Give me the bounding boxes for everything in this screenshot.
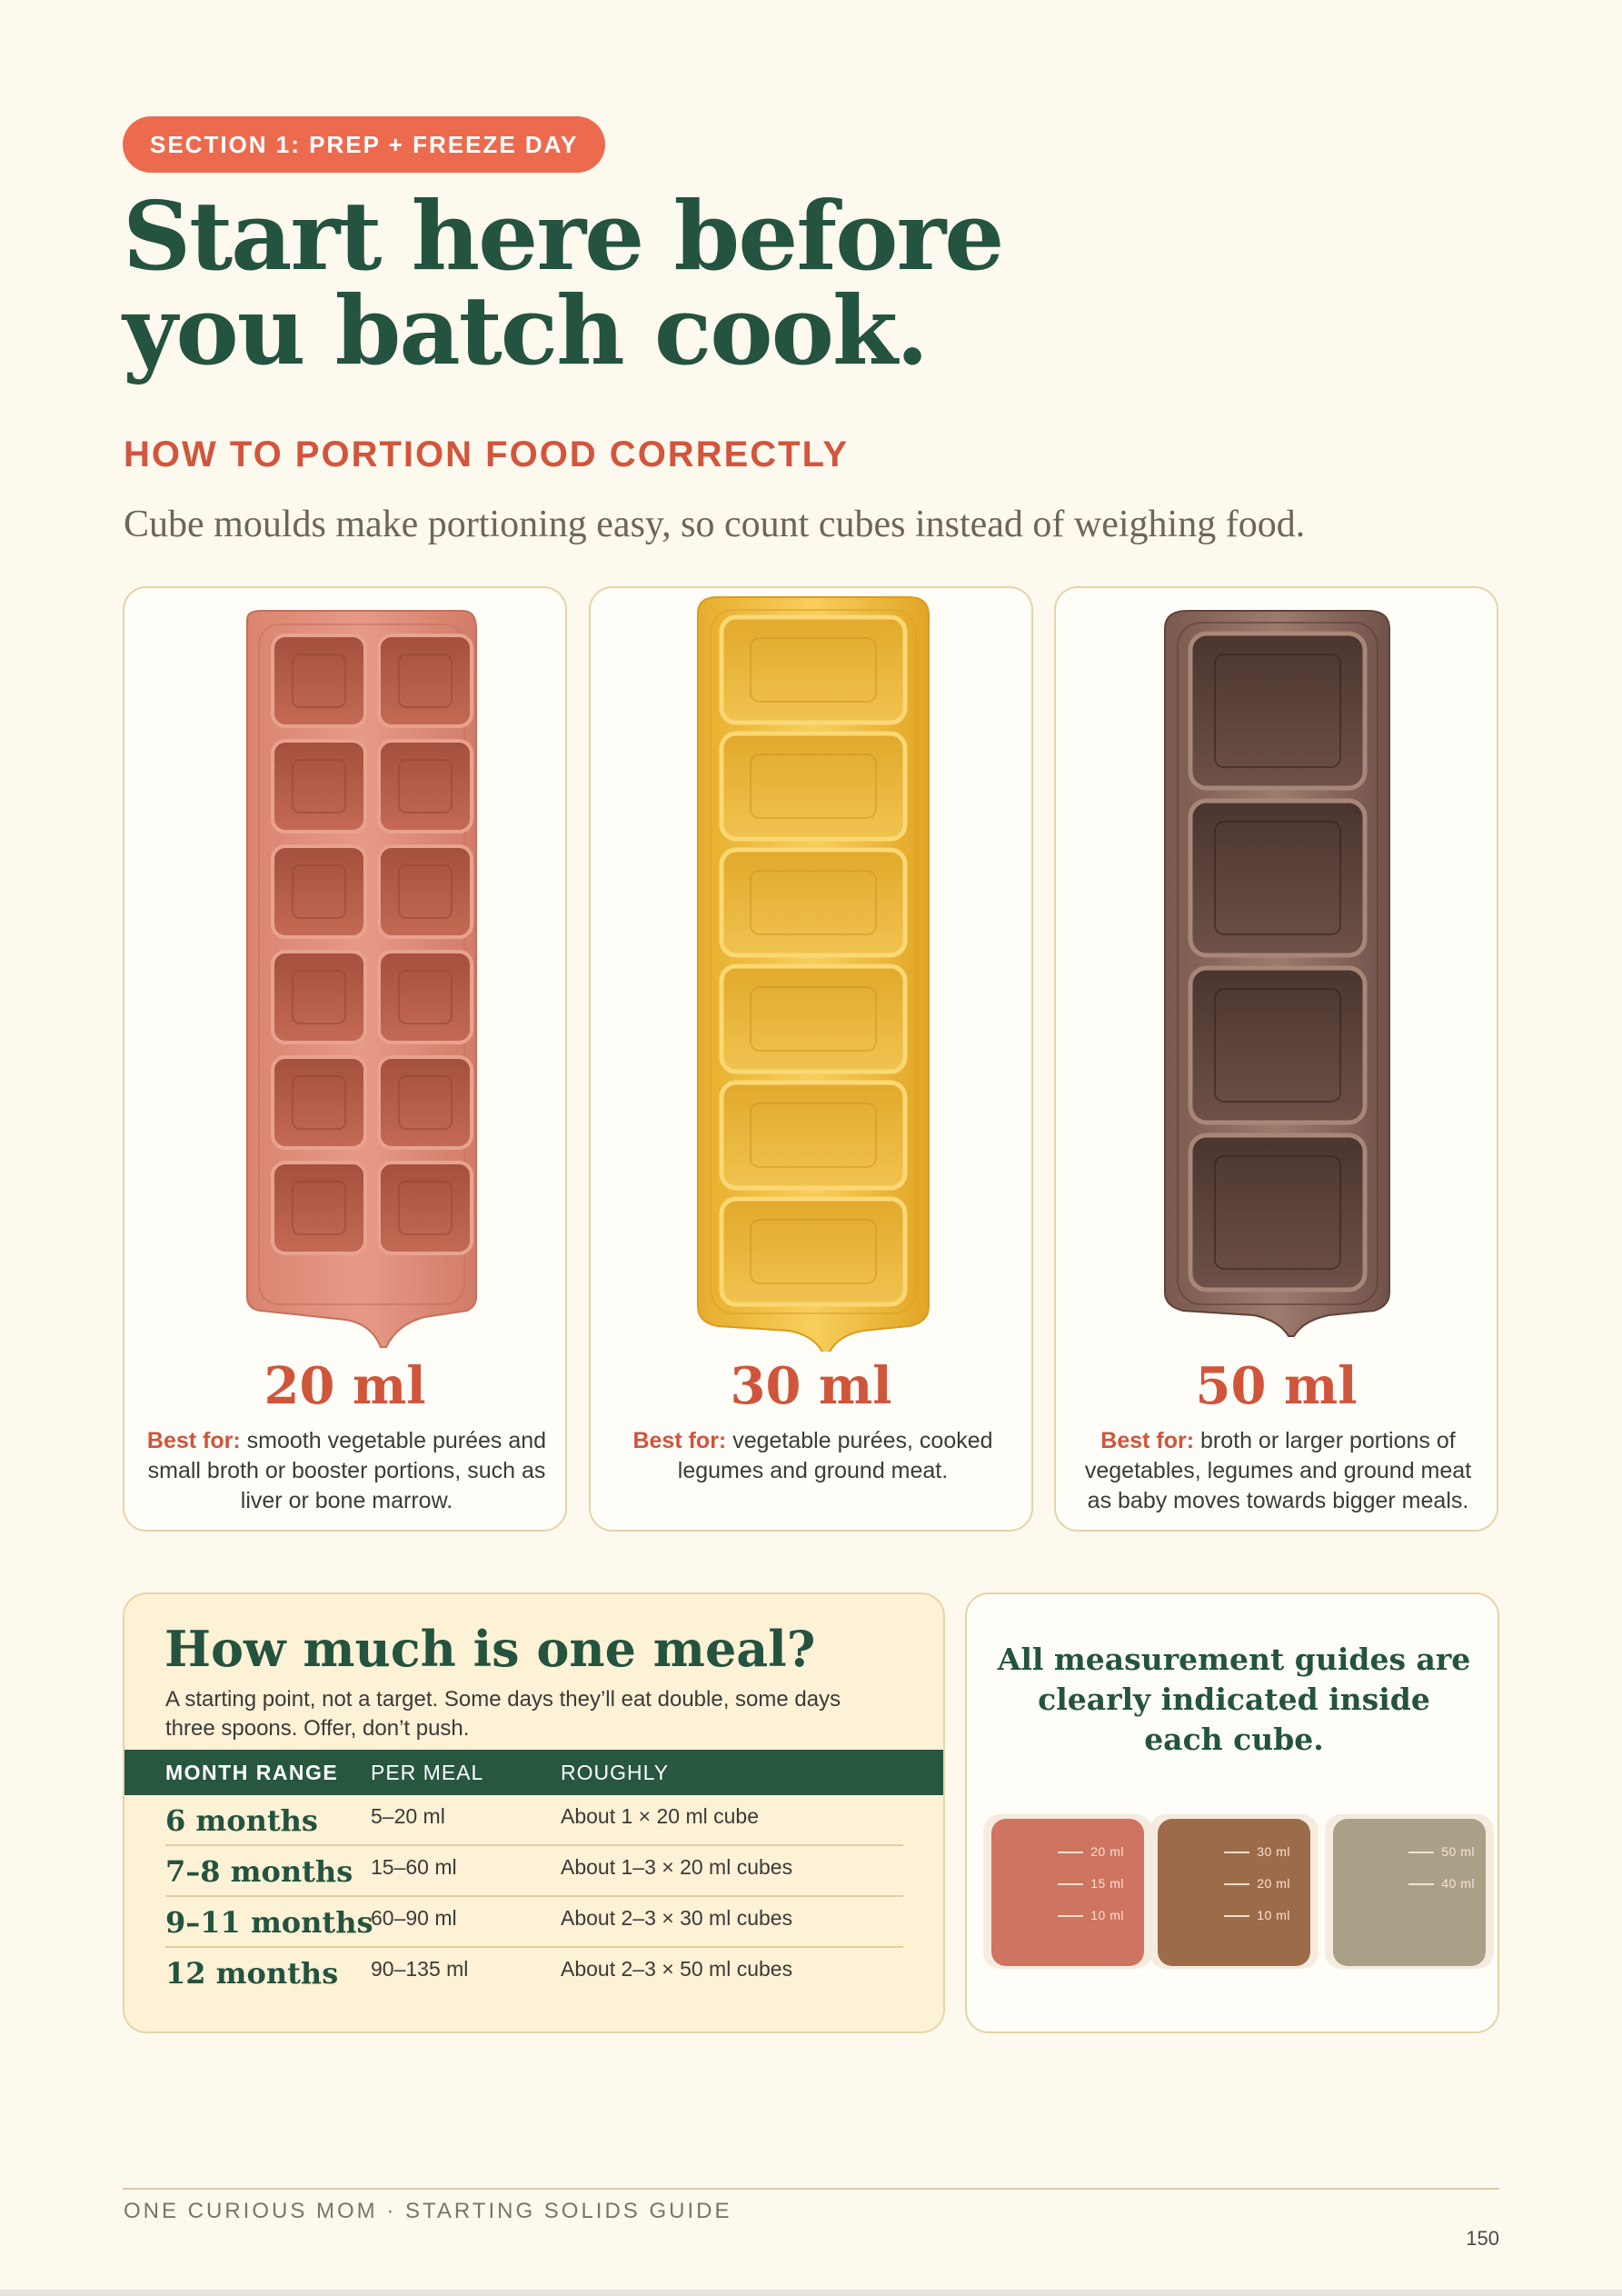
tray-card-30ml: 30 ml Best for: vegetable purées, cooked… xyxy=(589,586,1033,1532)
month-cell: 9–11 months xyxy=(165,1905,373,1940)
column-header-roughly: ROUGHLY xyxy=(561,1761,670,1784)
tray-size-label: 50 ml xyxy=(1195,1356,1358,1416)
per-meal-cell: 5–20 ml xyxy=(371,1804,445,1828)
measurement-cube-30ml: 30 ml 20 ml 10 ml xyxy=(1158,1819,1310,1966)
measurement-mark: 10 ml xyxy=(1058,1908,1124,1922)
page-title: Start here before you batch cook. xyxy=(123,189,1213,378)
tray-description-text: vegetable purées, cooked legumes and gro… xyxy=(677,1428,993,1483)
table-row: 6 months 5–20 ml About 1 × 20 ml cube xyxy=(165,1795,903,1846)
month-cell: 7–8 months xyxy=(165,1854,353,1889)
best-for-label: Best for: xyxy=(632,1428,727,1453)
lead-paragraph: Cube moulds make portioning easy, so cou… xyxy=(124,504,1306,545)
tray-description: Best for: vegetable purées, cooked legum… xyxy=(609,1426,1017,1486)
table-row: 7–8 months 15–60 ml About 1–3 × 20 ml cu… xyxy=(165,1846,903,1897)
per-meal-cell: 90–135 ml xyxy=(371,1957,469,1981)
tray-description-text: smooth vegetable purées and small broth … xyxy=(147,1428,547,1513)
measurement-mark: 50 ml xyxy=(1408,1844,1475,1859)
measurement-mark: 15 ml xyxy=(1058,1876,1124,1891)
roughly-cell: About 1 × 20 ml cube xyxy=(561,1804,760,1828)
column-header-per-meal: PER MEAL xyxy=(371,1761,484,1784)
footer-divider xyxy=(123,2188,1499,2190)
month-cell: 6 months xyxy=(165,1803,318,1838)
meal-size-panel: How much is one meal? A starting point, … xyxy=(123,1592,945,2033)
page-title-line-1: Start here before xyxy=(123,180,1004,292)
tray-card-50ml: 50 ml Best for: broth or larger portions… xyxy=(1054,586,1498,1532)
tray-30ml-illustration xyxy=(697,596,930,1352)
tray-20ml-illustration xyxy=(246,610,477,1348)
tray-50ml-illustration xyxy=(1164,610,1390,1337)
page-bottom-edge xyxy=(0,2290,1622,2296)
tray-description-text: broth or larger portions of vegetables, … xyxy=(1084,1428,1472,1513)
measurement-mark: 20 ml xyxy=(1224,1876,1290,1891)
roughly-cell: About 2–3 × 30 ml cubes xyxy=(561,1906,793,1930)
tray-size-label: 20 ml xyxy=(264,1356,426,1416)
meal-panel-subtitle: A starting point, not a target. Some day… xyxy=(165,1687,841,1741)
best-for-label: Best for: xyxy=(146,1428,241,1453)
tray-card-20ml: 20 ml Best for: smooth vegetable purées … xyxy=(123,586,567,1532)
column-header-month: MONTH RANGE xyxy=(165,1761,339,1784)
measurement-mark: 10 ml xyxy=(1224,1908,1290,1922)
measurement-guide-text: All measurement guides are clearly indic… xyxy=(997,1642,1471,1757)
section-subheading: HOW TO PORTION FOOD CORRECTLY xyxy=(124,434,850,474)
roughly-cell: About 2–3 × 50 ml cubes xyxy=(561,1957,793,1981)
tray-description: Best for: broth or larger portions of ve… xyxy=(1074,1426,1482,1516)
meal-table-header: MONTH RANGE PER MEAL ROUGHLY xyxy=(124,1750,943,1795)
tray-size-label: 30 ml xyxy=(730,1356,892,1416)
section-badge: SECTION 1: PREP + FREEZE DAY xyxy=(123,116,606,173)
measurement-mark: 30 ml xyxy=(1224,1844,1290,1859)
page-number: 150 xyxy=(1466,2227,1499,2250)
table-row: 9–11 months 60–90 ml About 2–3 × 30 ml c… xyxy=(165,1897,903,1948)
table-row: 12 months 90–135 ml About 2–3 × 50 ml cu… xyxy=(165,1948,903,1999)
month-cell: 12 months xyxy=(165,1956,339,1991)
page-title-line-2: you batch cook. xyxy=(123,275,929,386)
measurement-mark: 40 ml xyxy=(1408,1876,1475,1891)
tray-description: Best for: smooth vegetable purées and sm… xyxy=(143,1426,551,1516)
per-meal-cell: 60–90 ml xyxy=(371,1906,457,1930)
measurement-mark: 20 ml xyxy=(1058,1844,1124,1859)
measurement-cube-50ml: 50 ml 40 ml xyxy=(1333,1819,1486,1966)
meal-panel-title: How much is one meal? xyxy=(164,1620,816,1678)
measurement-cube-20ml: 20 ml 15 ml 10 ml xyxy=(991,1819,1144,1966)
best-for-label: Best for: xyxy=(1100,1428,1195,1453)
per-meal-cell: 15–60 ml xyxy=(371,1855,457,1879)
footer-brand: ONE CURIOUS MOM · STARTING SOLIDS GUIDE xyxy=(124,2199,732,2223)
measurement-guide-panel: All measurement guides are clearly indic… xyxy=(965,1592,1499,2033)
roughly-cell: About 1–3 × 20 ml cubes xyxy=(561,1855,793,1879)
